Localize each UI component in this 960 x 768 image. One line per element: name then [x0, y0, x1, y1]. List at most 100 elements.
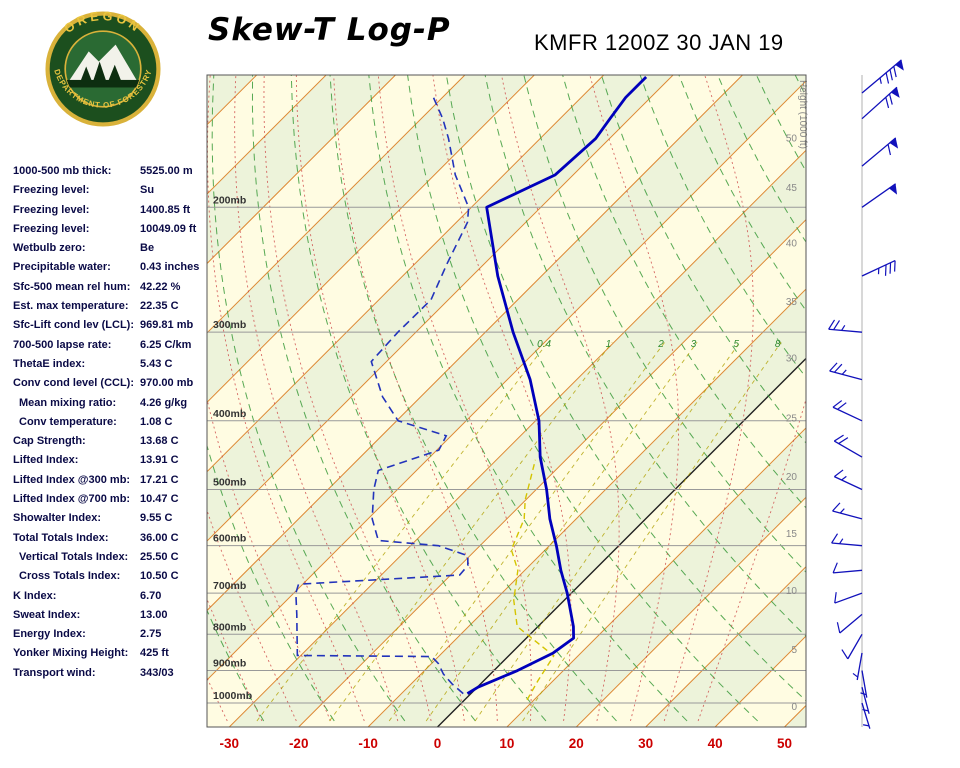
- height-label: 15: [786, 529, 798, 540]
- index-label: 1000-500 mb thick:: [13, 165, 112, 177]
- tree-icon: [108, 64, 122, 82]
- index-label: Freezing level:: [13, 222, 90, 235]
- index-row: Lifted Index @700 mb: 10.47 C: [13, 493, 213, 512]
- index-value: 22.35 C: [140, 300, 179, 313]
- index-row: Conv temperature: 1.08 C: [13, 416, 213, 435]
- index-row: Conv cond level (CCL): 970.00 mb: [13, 377, 213, 396]
- index-label: Total Totals Index:: [13, 531, 109, 544]
- temperature-axis-labels: -30 -20 -10 0 10 20 30 40 50: [220, 736, 792, 751]
- index-row: Transport wind: 343/03: [13, 667, 213, 686]
- index-value: 425 ft: [140, 647, 169, 660]
- index-row: Sweat Index: 13.00: [13, 609, 213, 628]
- index-label: Sfc-500 mean rel hum:: [13, 280, 131, 293]
- index-row: ThetaE index: 5.43 C: [13, 358, 213, 377]
- index-row: K Index: 6.70: [13, 590, 213, 609]
- mixing-ratio-label: 5: [734, 339, 740, 350]
- mixing-ratio-label: 8: [775, 339, 781, 350]
- temp-axis-label: 10: [499, 736, 514, 751]
- pressure-lines: 200mb 300mb 400mb 500mb 600mb 700mb 800mb 900mb…: [207, 194, 806, 704]
- tree-icon: [80, 66, 93, 82]
- index-label: Sweat Index:: [13, 608, 81, 621]
- height-label: 30: [786, 354, 798, 365]
- mixing-ratio-label: 2: [657, 339, 664, 350]
- index-value: 6.70: [140, 589, 162, 602]
- background-bands: [207, 75, 806, 727]
- index-row: Freezing level: Su: [13, 184, 213, 203]
- index-value: 42.22 %: [140, 280, 181, 293]
- temp-axis-label: -10: [358, 736, 378, 751]
- index-value: 13.00: [140, 608, 168, 621]
- index-label: Cross Totals Index:: [19, 570, 121, 583]
- temp-axis-label: 20: [569, 736, 584, 751]
- index-label: Sfc-Lift cond lev (LCL):: [13, 319, 134, 332]
- index-value: 10.50 C: [140, 570, 179, 583]
- index-row: Freezing level: 10049.09 ft: [13, 223, 213, 242]
- pressure-label: 600mb: [213, 533, 246, 545]
- index-label: Wetbulb zero:: [13, 242, 86, 255]
- station-datetime: KMFR 1200Z 30 JAN 19: [534, 30, 784, 55]
- pressure-label: 400mb: [213, 408, 246, 420]
- index-label: K Index:: [13, 589, 57, 602]
- sounding-traces: [295, 75, 648, 701]
- logo-artwork: [65, 44, 141, 88]
- index-value: 17.21 C: [140, 473, 179, 486]
- index-row: Freezing level: 1400.85 ft: [13, 204, 213, 223]
- index-label: Energy Index:: [13, 628, 86, 641]
- height-label: 35: [786, 297, 798, 308]
- mixing-ratio-label: 1: [606, 339, 612, 350]
- index-value: 13.91 C: [140, 454, 179, 467]
- aux-trace: [510, 459, 555, 701]
- index-value: 10049.09 ft: [140, 222, 197, 235]
- pressure-label: 200mb: [213, 194, 246, 206]
- index-row: Showalter Index: 9.55 C: [13, 512, 213, 531]
- index-row: 700-500 lapse rate: 6.25 C/km: [13, 339, 213, 358]
- index-value: 5.43 C: [140, 357, 173, 370]
- tree-icon: [92, 61, 107, 82]
- index-row: Wetbulb zero: Be: [13, 242, 213, 261]
- index-label: Conv cond level (CCL):: [13, 377, 135, 390]
- index-row: Cross Totals Index: 10.50 C: [13, 570, 213, 589]
- height-label: 45: [786, 183, 798, 194]
- index-value: 13.68 C: [140, 435, 179, 448]
- index-row: Lifted Index: 13.91 C: [13, 454, 213, 473]
- chart-frame: [206, 74, 807, 728]
- index-label: Freezing level:: [13, 203, 90, 216]
- index-row: Precipitable water: 0.43 inches: [13, 261, 213, 280]
- index-value: 5525.00 m: [140, 165, 193, 177]
- pressure-label: 500mb: [213, 477, 246, 489]
- height-label: 20: [786, 472, 798, 483]
- temp-axis-label: 0: [434, 736, 442, 751]
- index-value: Su: [140, 184, 155, 197]
- height-label: 40: [786, 239, 798, 250]
- index-value: 970.00 mb: [140, 377, 194, 390]
- index-value: 10.47 C: [140, 493, 179, 506]
- index-row: Cap Strength: 13.68 C: [13, 435, 213, 454]
- index-value: 343/03: [140, 666, 174, 679]
- index-row: Total Totals Index: 36.00 C: [13, 532, 213, 551]
- index-label: Cap Strength:: [13, 435, 86, 448]
- index-row: Lifted Index @300 mb: 17.21 C: [13, 474, 213, 493]
- temp-axis-label: -20: [289, 736, 309, 751]
- index-value: 6.25 C/km: [140, 338, 192, 351]
- index-value: 1400.85 ft: [140, 203, 191, 216]
- pressure-label: 800mb: [213, 621, 246, 633]
- index-row: Sfc-Lift cond lev (LCL): 969.81 mb: [13, 319, 213, 338]
- odf-logo: OREGON DEPARTMENT OF FORESTRY: [45, 9, 161, 127]
- index-label: Freezing level:: [13, 184, 90, 197]
- mixing-ratio-labels: 0.4 1 2 3 5 8: [537, 339, 781, 350]
- page-title: Skew-T Log-P: [208, 12, 451, 48]
- index-row: Energy Index: 2.75: [13, 628, 213, 647]
- pressure-label: 300mb: [213, 319, 246, 331]
- index-value: 25.50 C: [140, 550, 179, 563]
- index-value: 36.00 C: [140, 531, 179, 544]
- height-label: 5: [791, 645, 797, 656]
- pressure-label: 1000mb: [213, 690, 252, 702]
- index-label: 700-500 lapse rate:: [13, 338, 112, 351]
- index-label: Lifted Index:: [13, 454, 79, 467]
- ground-icon: [65, 79, 141, 88]
- height-label: 25: [786, 413, 798, 424]
- isotherm-lines: [207, 75, 806, 727]
- height-label: 10: [786, 586, 798, 597]
- dry-adiabat-lines: [207, 75, 806, 722]
